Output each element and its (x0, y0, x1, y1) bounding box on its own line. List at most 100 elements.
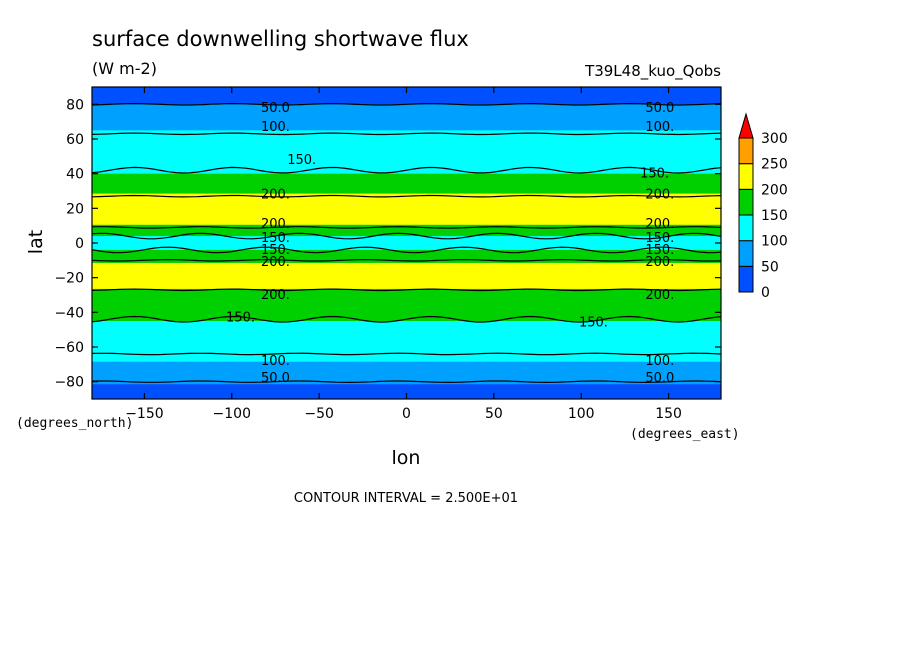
field-strip (92, 188, 721, 190)
field-strip (92, 275, 721, 278)
field-strip (92, 242, 721, 244)
x-tick-label: 0 (402, 406, 411, 422)
colorbar: 0 50 100 150 200 250 300 (738, 112, 788, 301)
field-strip (92, 314, 721, 316)
field-strip (92, 330, 721, 332)
contour-label: 150. (645, 243, 674, 258)
field-strip (92, 246, 721, 248)
field-strip (92, 346, 721, 348)
field-strip (92, 153, 721, 156)
colorbar-swatch (738, 214, 754, 242)
field-strip (92, 271, 721, 274)
field-strip (92, 193, 721, 196)
y-axis-units: (degrees_north) (16, 416, 133, 431)
contour-line-150 (92, 166, 721, 174)
field-strip (92, 359, 721, 361)
contour-label: 200. (645, 288, 674, 303)
field-strip (92, 93, 721, 96)
field-strip (92, 148, 721, 150)
contour-lines (92, 102, 721, 384)
colorbar-label: 300 (761, 131, 788, 147)
field-strip (92, 374, 721, 377)
field-strip (92, 373, 721, 375)
field-strip (92, 126, 721, 128)
field-strip (92, 281, 721, 283)
field-strip (92, 115, 721, 118)
field-strip (92, 132, 721, 134)
field-strip (92, 356, 721, 358)
field-strip (92, 230, 721, 232)
field-strip (92, 147, 721, 150)
field-strip (92, 282, 721, 284)
field-strip (92, 111, 721, 113)
field-strip (92, 285, 721, 287)
field-strip (92, 273, 721, 275)
field-strip (92, 190, 721, 192)
field-strip (92, 204, 721, 206)
field-strip (92, 381, 721, 384)
field-strip (92, 365, 721, 367)
field-strip (92, 367, 721, 370)
y-tick-label: 0 (75, 236, 84, 252)
field-strip (92, 241, 721, 243)
field-strip (92, 321, 721, 323)
field-strip (92, 124, 721, 126)
field-strip (92, 321, 721, 324)
field-strip (92, 347, 721, 350)
field-strip (92, 310, 721, 313)
field-strip (92, 122, 721, 124)
field-strip (92, 105, 721, 107)
field-strip (92, 99, 721, 101)
contour-label: 100. (261, 354, 290, 369)
field-strip (92, 349, 721, 352)
field-strip (92, 249, 721, 251)
field-strip (92, 280, 721, 282)
contour-line-150 (92, 246, 721, 254)
field-strip (92, 238, 721, 241)
field-strip (92, 276, 721, 279)
field-strip (92, 230, 721, 233)
field-strip (92, 391, 721, 393)
field-strip (92, 313, 721, 315)
colorbar-label: 200 (761, 182, 788, 198)
colorbar-swatch (738, 163, 754, 190)
contour-line-200 (92, 226, 721, 229)
field-strip (92, 126, 721, 129)
field-strip (92, 316, 721, 319)
field-strip (92, 295, 721, 297)
colorbar-swatch (738, 188, 754, 216)
field-strip (92, 116, 721, 118)
field-strip (92, 312, 721, 314)
field-strip (92, 257, 721, 260)
field-strip (92, 131, 721, 133)
field-strip (92, 123, 721, 125)
field-strip (92, 196, 721, 198)
field-strip (92, 215, 721, 217)
field-strip (92, 134, 721, 137)
field-strip (92, 339, 721, 341)
field-strip (92, 239, 721, 241)
field-strip (92, 220, 721, 222)
field-strip (92, 309, 721, 312)
field-strip (92, 326, 721, 328)
field-strip (92, 382, 721, 384)
field-strip (92, 221, 721, 223)
field-strip (92, 341, 721, 344)
field-strip (92, 236, 721, 238)
field-strip (92, 249, 721, 252)
field-strip (92, 142, 721, 144)
field-strip (92, 269, 721, 271)
contour-label: 200. (261, 288, 290, 303)
field-strip (92, 185, 721, 188)
colorbar-label: 0 (761, 285, 770, 301)
field-strip (92, 314, 721, 317)
y-tick-label: −20 (54, 271, 84, 287)
field-strip (92, 218, 721, 221)
field-strip (92, 253, 721, 255)
field-strip (92, 378, 721, 380)
field-strip (92, 171, 721, 174)
field-strip (92, 143, 721, 145)
field-strip (92, 343, 721, 345)
field-strip (92, 113, 721, 115)
